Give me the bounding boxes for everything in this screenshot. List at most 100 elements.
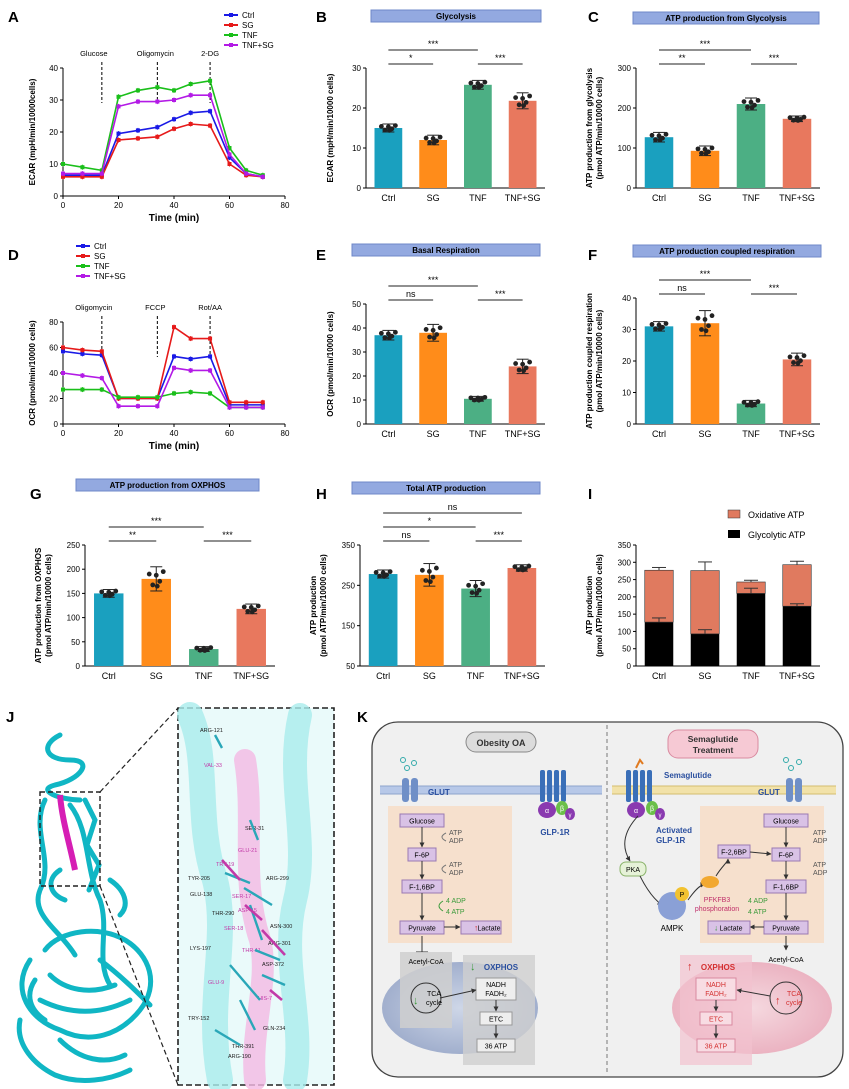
- x-tick-label: TNF: [742, 671, 760, 681]
- data-point: [653, 137, 658, 143]
- data-point: [649, 322, 655, 327]
- y-tick-label: 30: [352, 348, 361, 357]
- panel-h: H Total ATP production 50 150 250 350 ATP prod…: [309, 481, 545, 681]
- tca-label-left: TCA: [427, 991, 441, 998]
- adp-left-1: ADP: [449, 838, 464, 845]
- bar-tnf-sg: [782, 118, 812, 188]
- adp4-right: 4 ADP: [748, 898, 768, 905]
- data-point: [135, 128, 140, 133]
- data-point: [155, 404, 160, 409]
- bar-tnf: [736, 403, 766, 424]
- data-point: [188, 122, 193, 126]
- residue-label: TYR-205: [188, 876, 210, 882]
- data-point: [699, 327, 704, 332]
- significance-label: ***: [493, 530, 504, 540]
- bar-tnf: [189, 649, 219, 666]
- panel-letter-e: E: [316, 247, 326, 264]
- x-tick-label: TNF: [469, 193, 487, 203]
- data-point: [663, 321, 669, 326]
- beta-symbol-left: β: [560, 806, 564, 813]
- bar-oxidative: [690, 570, 720, 635]
- significance-label: ns: [401, 530, 411, 540]
- data-point: [135, 395, 140, 400]
- data-point: [135, 404, 140, 409]
- data-point: [135, 99, 140, 104]
- data-point: [476, 85, 482, 90]
- phospho-label: P: [680, 892, 685, 899]
- bar-sg: [419, 140, 447, 188]
- data-point: [378, 124, 384, 129]
- y-tick-label: 150: [342, 622, 356, 631]
- panel-letter-f: F: [588, 247, 597, 264]
- data-point: [699, 150, 704, 156]
- data-point: [386, 335, 392, 341]
- data-point: [385, 124, 391, 130]
- data-point: [244, 405, 249, 410]
- data-point: [469, 590, 475, 595]
- x-tick-label: Ctrl: [652, 671, 666, 681]
- y-tick-label: 0: [54, 192, 59, 201]
- data-point: [427, 140, 433, 145]
- legend-marker: [81, 254, 85, 258]
- data-point: [116, 395, 121, 400]
- data-point: [512, 564, 518, 570]
- legend-label: TNF+SG: [242, 41, 274, 50]
- y-tick-label: 50: [346, 662, 355, 671]
- x-tick-label: 20: [114, 429, 123, 438]
- glp1r-receptor-right: α β γ: [626, 758, 665, 820]
- legend-label: Ctrl: [242, 11, 255, 20]
- data-point: [471, 397, 477, 403]
- residue-label: GLU-138: [190, 892, 212, 898]
- peptide-helix: [57, 794, 78, 871]
- x-tick-label: Ctrl: [381, 429, 395, 439]
- y-tick-label: 300: [618, 558, 632, 567]
- data-point: [657, 326, 663, 332]
- data-point: [61, 162, 65, 166]
- data-point: [430, 574, 436, 580]
- x-tick-label: SG: [427, 429, 440, 439]
- lactate-left: Lactate: [478, 926, 501, 933]
- y-axis-label-line2: (pmol ATP/min/10000 cells): [595, 76, 604, 179]
- obesity-oa-title: Obesity OA: [476, 738, 526, 748]
- nadh-left: NADH: [486, 982, 506, 989]
- significance-label: ***: [151, 516, 162, 526]
- legend-label: SG: [94, 252, 106, 261]
- x-tick-label: 40: [170, 201, 179, 210]
- residue-label: ARG-190: [228, 1054, 251, 1060]
- residue-label: LYS-197: [190, 946, 211, 952]
- x-axis-label: Time (min): [149, 213, 199, 224]
- data-point: [434, 332, 440, 337]
- y-axis-label-line2: (pmol ATP/min/10000 cells): [595, 554, 604, 657]
- data-point: [527, 359, 533, 365]
- data-point: [80, 165, 85, 170]
- data-point: [695, 315, 701, 321]
- residue-label: THR-391: [232, 1044, 254, 1050]
- data-point: [468, 395, 474, 401]
- data-point: [227, 400, 232, 405]
- peptide-stick: [269, 989, 283, 1001]
- cycle-label-right: cycle: [786, 1000, 802, 1007]
- data-point: [260, 174, 265, 179]
- y-axis-label-line1: ATP production coupled respiration: [585, 293, 594, 429]
- significance-label: ***: [495, 289, 506, 299]
- data-point: [260, 402, 265, 407]
- data-point: [188, 93, 193, 98]
- y-tick-label: 0: [627, 184, 632, 193]
- alpha-symbol-right: α: [634, 808, 638, 815]
- data-point: [146, 571, 152, 577]
- y-tick-label: 300: [618, 64, 632, 73]
- data-point: [476, 587, 482, 593]
- data-point: [526, 563, 532, 569]
- legend-label: TNF: [242, 31, 258, 40]
- data-point: [795, 360, 801, 366]
- bar-sg: [141, 578, 171, 666]
- y-tick-label: 200: [618, 593, 632, 602]
- glycolysis-left: Glucose ATP ADP F-6P ATP ADP F-1,6BP 4 A…: [399, 813, 502, 935]
- semaglutide-treatment-tag: [667, 729, 759, 759]
- y-tick-label: 20: [49, 395, 58, 404]
- residue-stick: [248, 819, 260, 841]
- oxphos-label-left: OXPHOS: [484, 963, 519, 972]
- data-point: [227, 152, 232, 157]
- x-tick-label: Ctrl: [652, 429, 666, 439]
- series-line-0: [63, 110, 263, 178]
